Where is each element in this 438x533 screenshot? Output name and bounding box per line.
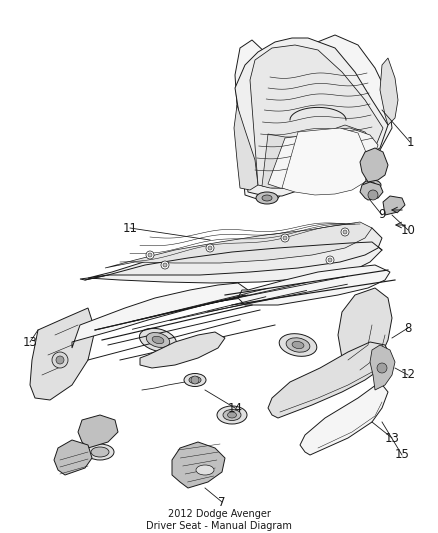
Polygon shape — [105, 222, 372, 268]
Ellipse shape — [292, 342, 304, 349]
Text: 2012 Dodge Avenger
Driver Seat - Manual Diagram: 2012 Dodge Avenger Driver Seat - Manual … — [146, 509, 292, 531]
Ellipse shape — [256, 192, 278, 204]
Polygon shape — [30, 308, 95, 400]
Circle shape — [208, 246, 212, 250]
Circle shape — [343, 230, 347, 234]
Polygon shape — [282, 128, 370, 195]
Polygon shape — [338, 288, 392, 380]
Circle shape — [341, 228, 349, 236]
Text: 10: 10 — [401, 223, 415, 237]
Polygon shape — [250, 45, 383, 188]
Ellipse shape — [152, 336, 164, 344]
Polygon shape — [300, 382, 388, 455]
Ellipse shape — [227, 412, 237, 418]
Polygon shape — [88, 228, 382, 278]
Polygon shape — [295, 35, 392, 178]
Ellipse shape — [368, 182, 376, 188]
Polygon shape — [268, 128, 378, 190]
Ellipse shape — [286, 338, 310, 352]
Circle shape — [368, 190, 378, 200]
Polygon shape — [360, 148, 388, 182]
Ellipse shape — [189, 376, 201, 384]
Ellipse shape — [217, 406, 247, 424]
Ellipse shape — [363, 180, 381, 190]
Polygon shape — [72, 283, 248, 348]
Text: 1: 1 — [406, 135, 414, 149]
Ellipse shape — [146, 333, 170, 348]
Circle shape — [148, 253, 152, 257]
Circle shape — [377, 363, 387, 373]
Text: 9: 9 — [378, 208, 386, 222]
Text: 8: 8 — [404, 321, 412, 335]
Text: 12: 12 — [400, 368, 416, 382]
Polygon shape — [54, 440, 92, 475]
Polygon shape — [238, 265, 390, 305]
Ellipse shape — [139, 328, 177, 352]
Polygon shape — [380, 58, 398, 125]
Ellipse shape — [196, 465, 214, 475]
Polygon shape — [235, 40, 300, 200]
Circle shape — [191, 376, 199, 384]
Text: 13: 13 — [23, 335, 37, 349]
Circle shape — [161, 261, 169, 269]
Circle shape — [56, 356, 64, 364]
Circle shape — [206, 244, 214, 252]
Circle shape — [328, 258, 332, 262]
Text: 14: 14 — [227, 401, 243, 415]
Ellipse shape — [86, 444, 114, 460]
Ellipse shape — [279, 334, 317, 357]
Text: 7: 7 — [218, 496, 226, 508]
Circle shape — [146, 251, 154, 259]
Text: 13: 13 — [385, 432, 399, 445]
Polygon shape — [172, 442, 225, 488]
Circle shape — [281, 234, 289, 242]
Polygon shape — [370, 345, 395, 390]
Polygon shape — [234, 105, 258, 190]
Polygon shape — [360, 182, 383, 200]
Ellipse shape — [262, 195, 272, 201]
Circle shape — [283, 236, 287, 240]
Polygon shape — [262, 125, 374, 188]
Ellipse shape — [184, 374, 206, 386]
Circle shape — [52, 352, 68, 368]
Polygon shape — [235, 38, 388, 196]
Text: 11: 11 — [123, 222, 138, 235]
Polygon shape — [268, 342, 390, 418]
Polygon shape — [383, 196, 405, 215]
Polygon shape — [78, 415, 118, 448]
Text: 15: 15 — [395, 448, 410, 462]
Polygon shape — [140, 332, 225, 368]
Ellipse shape — [223, 409, 241, 421]
Circle shape — [326, 256, 334, 264]
Circle shape — [163, 263, 167, 267]
Polygon shape — [80, 242, 382, 283]
Ellipse shape — [91, 447, 109, 457]
